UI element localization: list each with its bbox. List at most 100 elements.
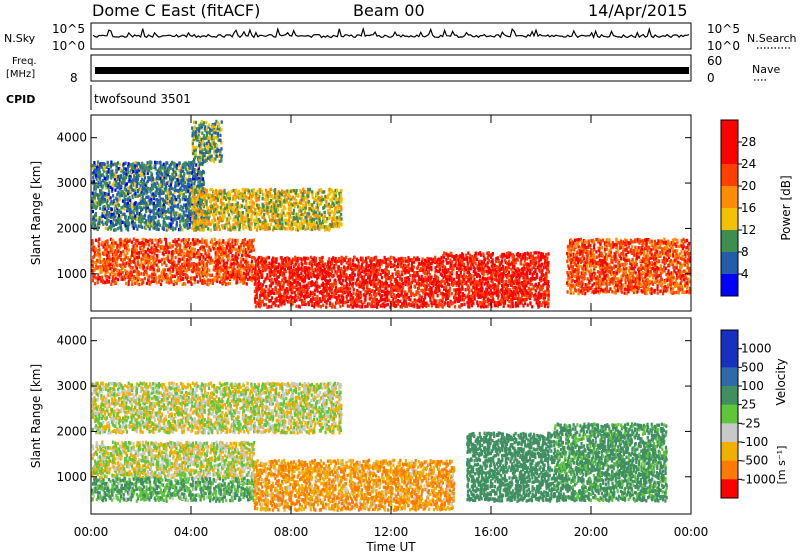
data-cell [460, 282, 463, 286]
data-cell [357, 261, 360, 266]
data-cell [317, 275, 320, 279]
data-cell [623, 240, 626, 244]
data-cell [141, 257, 144, 261]
data-cell [111, 265, 114, 269]
data-cell [379, 295, 382, 300]
data-cell [599, 286, 602, 290]
data-cell [385, 281, 389, 286]
data-cell [273, 260, 276, 264]
data-cell [256, 257, 259, 261]
data-cell [431, 280, 434, 284]
data-cell [177, 261, 180, 266]
data-cell [533, 251, 536, 255]
data-cell [230, 262, 233, 266]
data-cell [677, 283, 680, 287]
data-cell [547, 268, 550, 272]
data-cell [570, 276, 573, 280]
data-cell [516, 303, 519, 307]
data-cell [448, 253, 451, 258]
data-cell [246, 253, 249, 258]
data-cell [571, 271, 574, 275]
data-cell [227, 253, 230, 257]
data-cell [591, 238, 594, 243]
data-cell [134, 245, 137, 250]
data-cell [464, 288, 467, 292]
data-cell [151, 251, 154, 255]
data-cell [156, 238, 159, 243]
data-cell [686, 246, 689, 250]
data-cell [367, 255, 370, 260]
data-cell [618, 285, 622, 289]
data-cell [484, 304, 488, 309]
data-cell [545, 252, 548, 257]
data-cell [675, 252, 678, 256]
data-cell [316, 281, 319, 285]
data-cell [577, 245, 580, 249]
data-cell [604, 253, 608, 257]
data-cell [632, 285, 635, 290]
data-cell [198, 240, 201, 244]
data-cell [254, 268, 257, 272]
data-cell [170, 274, 173, 278]
data-cell [449, 299, 452, 304]
data-cell [547, 279, 550, 284]
data-cell [508, 255, 511, 259]
data-cell [643, 238, 646, 242]
data-cell [386, 276, 389, 280]
data-cell [653, 239, 656, 244]
data-cell [318, 299, 321, 303]
data-cell [271, 258, 274, 262]
data-cell [569, 264, 572, 268]
data-cell [508, 259, 511, 263]
data-cell [524, 277, 527, 281]
data-cell [513, 296, 516, 300]
data-cell [520, 258, 523, 262]
data-cell [653, 273, 656, 277]
data-cell [643, 287, 646, 291]
data-cell [378, 299, 381, 304]
data-cell [476, 257, 479, 261]
data-cell [649, 290, 652, 294]
data-cell [300, 271, 303, 276]
data-cell [310, 280, 314, 284]
data-cell [356, 293, 359, 297]
data-cell [225, 254, 228, 259]
data-cell [127, 239, 130, 243]
data-cell [680, 279, 683, 283]
data-cell [152, 273, 155, 277]
data-cell [385, 294, 388, 298]
data-cell [666, 248, 669, 252]
data-cell [144, 266, 147, 271]
data-cell [592, 240, 595, 244]
data-cell [94, 164, 97, 168]
data-cell [568, 276, 571, 280]
data-cell [99, 276, 102, 280]
data-cell [589, 243, 592, 248]
data-cell [302, 294, 306, 299]
data-cell [408, 278, 411, 282]
data-cell [576, 273, 580, 277]
data-cell [580, 289, 583, 293]
data-cell [625, 252, 628, 257]
data-cell [505, 279, 508, 284]
data-cell [495, 291, 498, 295]
data-cell [91, 268, 94, 273]
data-cell [659, 271, 662, 276]
data-cell [278, 294, 281, 298]
data-cell [486, 280, 490, 284]
data-cell [98, 248, 101, 252]
data-cell [646, 269, 649, 273]
data-cell [240, 259, 243, 264]
data-cell [666, 258, 669, 262]
data-cell [679, 284, 682, 288]
data-cell [420, 282, 423, 286]
data-cell [577, 259, 580, 263]
data-cell [214, 264, 217, 268]
data-cell [449, 273, 452, 278]
data-cell [409, 298, 412, 302]
data-cell [261, 299, 265, 304]
data-cell [94, 276, 97, 280]
data-cell [229, 242, 232, 247]
data-cell [131, 266, 134, 270]
data-cell [520, 298, 523, 302]
